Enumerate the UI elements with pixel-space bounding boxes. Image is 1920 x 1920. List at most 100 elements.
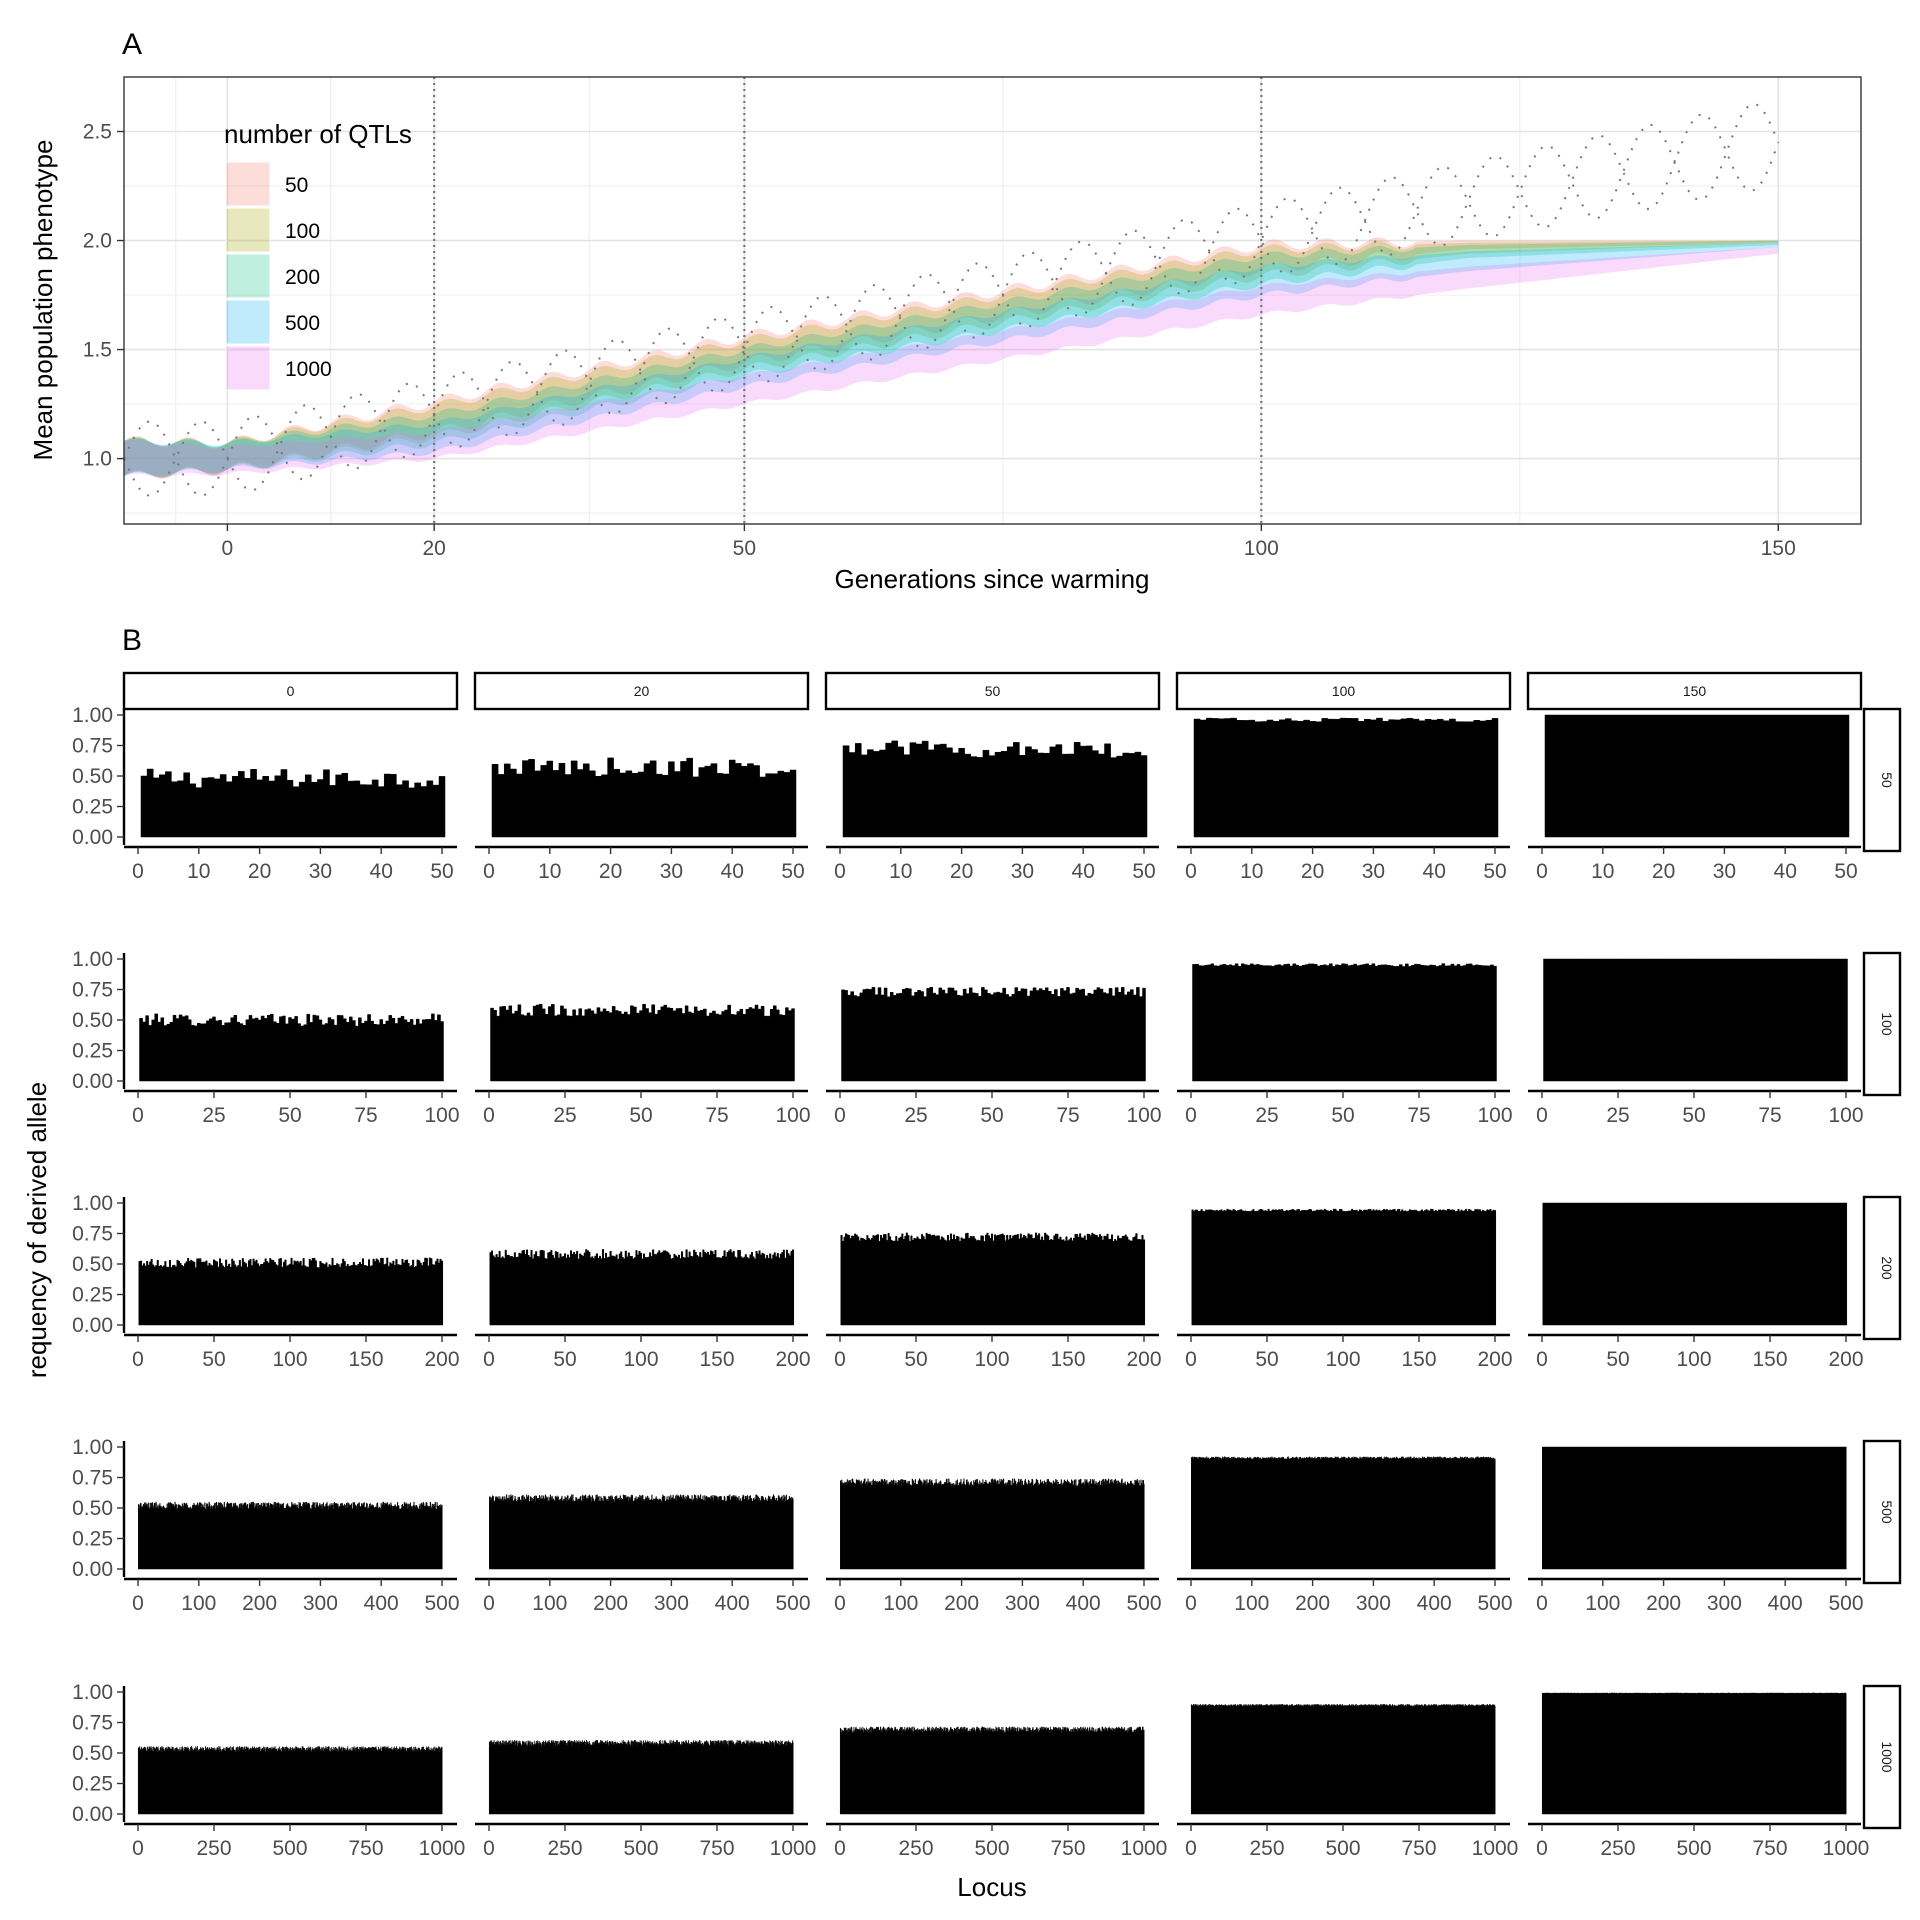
x-tick-label: 50: [202, 1348, 225, 1371]
facet-200-20: 0 50 100 150 200: [475, 1249, 811, 1371]
x-tick-label: 750: [1752, 1837, 1787, 1860]
x-tick-label: 200: [1646, 1592, 1681, 1615]
x-tick-label: 75: [1056, 1104, 1079, 1127]
facet-100-150: 0 25 50 75 100: [1528, 958, 1864, 1127]
x-tick-label: 200: [242, 1592, 277, 1615]
locus-bars: [1191, 1456, 1496, 1570]
x-tick-label: 500: [775, 1592, 810, 1615]
x-tick-label: 100: [1477, 1104, 1512, 1127]
x-tick-label: 20: [599, 860, 622, 883]
x-tick-label: 25: [202, 1104, 225, 1127]
facet-500-150: 0 100 200 300 400 500: [1528, 1446, 1864, 1615]
y-tick-label: 0.50: [72, 1009, 113, 1032]
row-strip-label: 1000: [1879, 1741, 1895, 1772]
x-tick-label: 1000: [1472, 1837, 1519, 1860]
facet-1000-150: 0 250 500 750 1000: [1528, 1692, 1869, 1860]
panel-b-ylabel: requency of derived allele: [22, 1082, 52, 1378]
x-tick-label: 500: [623, 1837, 658, 1860]
panel-a-legend: number of QTLs 50 100 200 500 1000: [224, 119, 412, 391]
x-tick-label: 20: [950, 860, 973, 883]
locus-bars: [840, 1232, 1146, 1326]
panel-a-vertical-lines: [433, 77, 1263, 524]
facet-50-20: 0 10 20 30 40 50: [475, 757, 808, 883]
locus-bars: [1190, 1703, 1496, 1815]
x-tick-label: 10: [187, 860, 210, 883]
y-tick-label: 0.50: [72, 1253, 113, 1276]
x-tick-label: 750: [1401, 1837, 1436, 1860]
column-strip-label: 100: [1332, 683, 1356, 699]
x-tick-label: 10: [1591, 860, 1614, 883]
panel-a-label: A: [122, 28, 142, 61]
x-tick-label: 40: [1774, 860, 1797, 883]
x-tick-label: 25: [1606, 1104, 1629, 1127]
locus-bars: [489, 1249, 795, 1326]
x-tick-label: 50: [1255, 1348, 1278, 1371]
x-tick-label: 250: [898, 1837, 933, 1860]
y-tick-label: 0.25: [72, 796, 113, 819]
locus-bars: [1543, 958, 1848, 1082]
x-tick-label: 40: [1423, 860, 1446, 883]
x-tick-label: 0: [1536, 1592, 1548, 1615]
column-strip-label: 20: [634, 683, 650, 699]
x-tick-label: 750: [699, 1837, 734, 1860]
x-tick-label: 500: [1126, 1592, 1161, 1615]
legend-label: 500: [285, 312, 320, 335]
column-strip: [1526, 671, 1863, 711]
legend-title: number of QTLs: [224, 119, 412, 149]
facet-500-0: 0 100 200 300 400 500: [124, 1501, 460, 1615]
y-tick-label: 2.0: [83, 230, 112, 253]
x-tick-label: 0: [1185, 1592, 1197, 1615]
x-tick-label: 200: [1126, 1348, 1161, 1371]
facet-500-50: 0 100 200 300 400 500: [826, 1478, 1162, 1615]
x-tick-label: 50: [1483, 860, 1506, 883]
locus-bars: [1544, 714, 1850, 838]
x-tick-label: 0: [1185, 1348, 1197, 1371]
facet-100-20: 0 25 50 75 100: [475, 1003, 811, 1127]
legend-label: 200: [285, 266, 320, 289]
x-tick-label: 20: [422, 537, 445, 560]
y-tick-label: 0.25: [72, 1773, 113, 1796]
facet-1000-100: 0 250 500 750 1000: [1177, 1703, 1519, 1860]
x-tick-label: 50: [553, 1348, 576, 1371]
legend-key-1000: [225, 345, 271, 391]
x-tick-label: 1000: [419, 1837, 466, 1860]
x-tick-label: 250: [547, 1837, 582, 1860]
locus-bars: [490, 1003, 795, 1082]
x-tick-label: 250: [1249, 1837, 1284, 1860]
x-tick-label: 200: [593, 1592, 628, 1615]
x-tick-label: 20: [1301, 860, 1324, 883]
x-tick-label: 30: [309, 860, 332, 883]
locus-bars: [1193, 717, 1499, 838]
x-tick-label: 0: [834, 1348, 846, 1371]
x-tick-label: 0: [834, 1104, 846, 1127]
x-tick-label: 100: [272, 1348, 307, 1371]
x-tick-label: 0: [483, 860, 495, 883]
locus-bars: [138, 1501, 443, 1570]
x-tick-label: 0: [1536, 1837, 1548, 1860]
facet-200-100: 0 50 100 150 200: [1177, 1208, 1513, 1371]
x-tick-label: 100: [623, 1348, 658, 1371]
x-tick-label: 50: [1682, 1104, 1705, 1127]
x-tick-label: 400: [1066, 1592, 1101, 1615]
legend-key-100: [225, 207, 271, 253]
x-tick-label: 75: [1758, 1104, 1781, 1127]
x-tick-label: 40: [370, 860, 393, 883]
x-tick-label: 200: [775, 1348, 810, 1371]
y-tick-label: 1.5: [83, 339, 112, 362]
x-tick-label: 75: [1407, 1104, 1430, 1127]
y-tick-label: 2.5: [83, 121, 112, 144]
x-tick-label: 500: [974, 1837, 1009, 1860]
x-tick-label: 40: [1072, 860, 1095, 883]
x-tick-label: 400: [715, 1592, 750, 1615]
x-tick-label: 10: [538, 860, 561, 883]
x-tick-label: 25: [1255, 1104, 1278, 1127]
column-strip: [824, 671, 1161, 711]
panel-a-xlabel: Generations since warming: [834, 564, 1149, 594]
column-strip-label: 150: [1683, 683, 1707, 699]
facet-500-100: 0 100 200 300 400 500: [1177, 1456, 1513, 1615]
x-tick-label: 200: [1828, 1348, 1863, 1371]
column-strip-label: 50: [985, 683, 1001, 699]
x-tick-label: 500: [1325, 1837, 1360, 1860]
